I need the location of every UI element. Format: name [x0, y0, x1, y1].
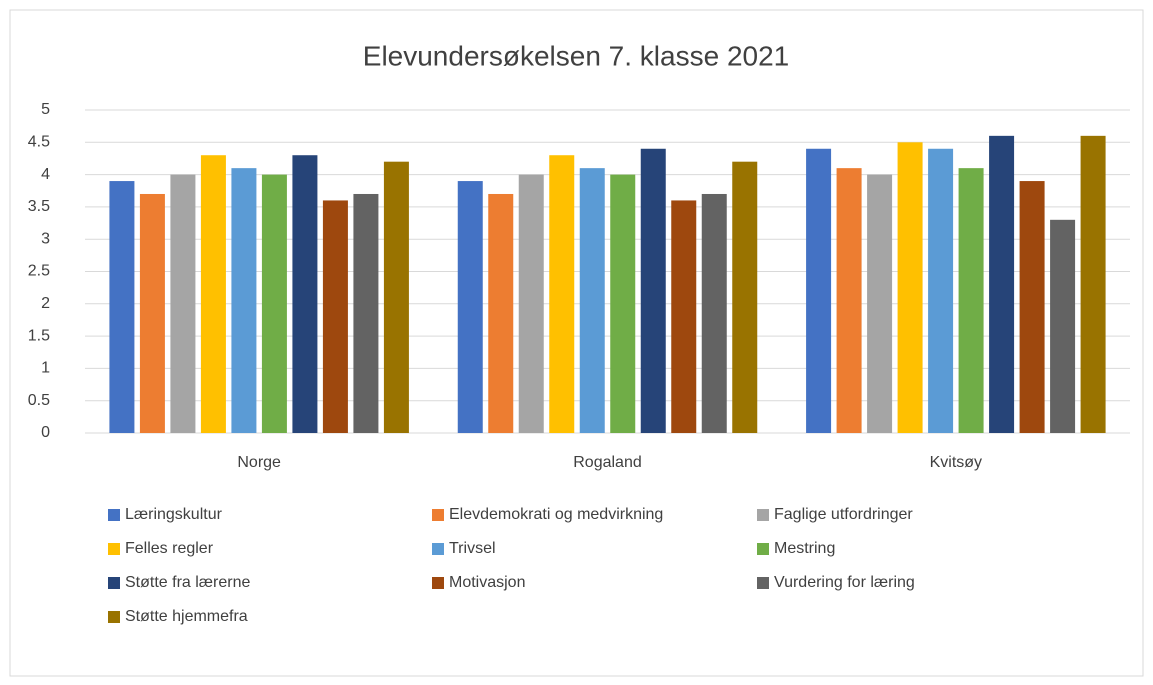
bar: [897, 142, 923, 434]
legend-label: Støtte fra lærerne: [125, 574, 250, 591]
y-tick-label: 4: [41, 166, 50, 183]
legend-swatch: [432, 509, 444, 521]
x-tick-label: Kvitsøy: [930, 454, 982, 471]
bar: [836, 168, 862, 433]
y-tick-label: 0.5: [28, 392, 50, 409]
bar: [989, 135, 1015, 433]
bar: [457, 181, 483, 433]
legend-label: Elevdemokrati og medvirkning: [449, 506, 663, 523]
bar: [1080, 135, 1106, 433]
y-tick-label: 0: [41, 424, 50, 441]
y-tick-label: 3: [41, 230, 50, 247]
bar: [109, 181, 135, 433]
chart-frame: [9, 9, 1144, 677]
bar: [671, 200, 697, 433]
bar: [579, 168, 605, 433]
bar: [353, 193, 379, 433]
y-tick-label: 5: [41, 101, 50, 118]
bar: [322, 200, 348, 433]
legend-label: Mestring: [774, 540, 835, 557]
bar: [1050, 219, 1076, 433]
y-tick-label: 2: [41, 295, 50, 312]
legend-swatch: [757, 509, 769, 521]
legend-swatch: [108, 611, 120, 623]
x-tick-label: Norge: [237, 454, 281, 471]
legend-label: Vurdering for læring: [774, 574, 915, 591]
legend-label: Faglige utfordringer: [774, 506, 913, 523]
y-tick-label: 4.5: [28, 134, 50, 151]
legend-swatch: [108, 509, 120, 521]
legend-swatch: [108, 577, 120, 589]
legend-swatch: [432, 543, 444, 555]
bar: [292, 155, 318, 433]
bar: [701, 193, 727, 433]
bar: [867, 174, 893, 433]
y-tick-label: 3.5: [28, 198, 50, 215]
legend-label: Læringskultur: [125, 506, 223, 523]
legend-label: Trivsel: [449, 540, 496, 557]
legend-swatch: [108, 543, 120, 555]
bar: [928, 148, 954, 433]
bar: [732, 161, 758, 433]
legend-label: Støtte hjemmefra: [125, 608, 248, 625]
bar: [549, 155, 575, 433]
bar: [170, 174, 196, 433]
chart-title: Elevundersøkelsen 7. klasse 2021: [363, 40, 789, 71]
bar: [1019, 181, 1045, 433]
bar: [806, 148, 832, 433]
x-tick-label: Rogaland: [573, 454, 642, 471]
bar: [383, 161, 409, 433]
bar: [640, 148, 666, 433]
bar: [610, 174, 636, 433]
legend-swatch: [757, 543, 769, 555]
bar: [139, 193, 165, 433]
bar: [231, 168, 257, 433]
bar: [261, 174, 287, 433]
legend-swatch: [757, 577, 769, 589]
bar: [488, 193, 514, 433]
y-tick-label: 2.5: [28, 263, 50, 280]
legend-swatch: [432, 577, 444, 589]
bar: [200, 155, 226, 433]
legend-label: Motivasjon: [449, 574, 525, 591]
bar: [958, 168, 984, 433]
legend-label: Felles regler: [125, 540, 214, 557]
bar: [518, 174, 544, 433]
y-tick-label: 1.5: [28, 327, 50, 344]
y-tick-label: 1: [41, 360, 50, 377]
